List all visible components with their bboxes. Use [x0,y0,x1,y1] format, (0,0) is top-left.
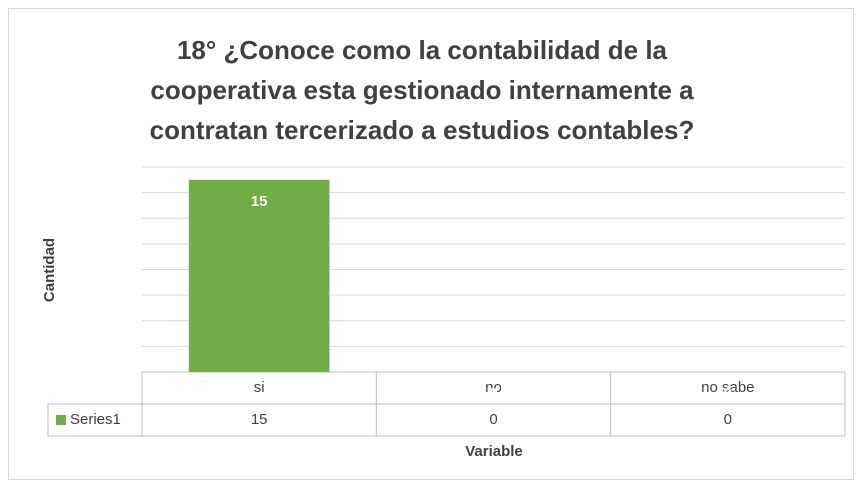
table-value: 0 [724,411,732,428]
data-label: 0 [489,385,497,402]
data-label: 0 [724,385,732,402]
legend-key [56,415,66,425]
data-label: 15 [251,193,268,210]
table-value: 0 [489,411,497,428]
x-axis-title: Variable [465,443,523,460]
y-axis-title: Cantidad [41,238,58,302]
x-tick-label: no sabe [701,379,754,396]
table-value: 15 [251,411,268,428]
x-tick-label: no [485,379,502,396]
chart-title: 18° ¿Conoce como la contabilidad de la c… [149,35,695,145]
x-tick-label: si [254,379,265,396]
bar [188,179,330,372]
legend-label: Series1 [70,411,121,428]
